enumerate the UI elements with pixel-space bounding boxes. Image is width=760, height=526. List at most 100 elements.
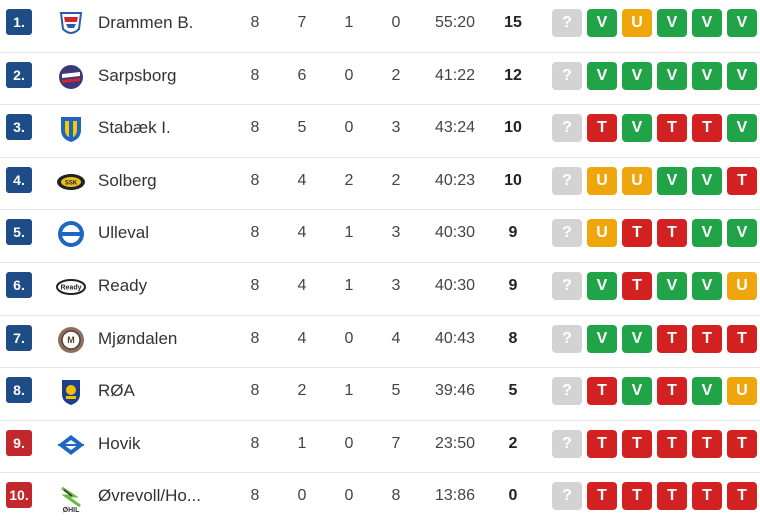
form-result-badge[interactable]: T: [587, 482, 617, 511]
played-count: 8: [250, 14, 260, 31]
form-result-badge[interactable]: T: [727, 324, 757, 353]
next-match-badge[interactable]: ?: [552, 114, 582, 143]
form-guide: ? U U V V T: [552, 166, 757, 195]
next-match-badge[interactable]: ?: [552, 429, 582, 458]
wins-count: 5: [297, 119, 307, 137]
next-match-badge[interactable]: ?: [552, 377, 582, 406]
logo-caption: ØHIL: [62, 507, 80, 515]
next-match-badge[interactable]: ?: [552, 166, 582, 195]
form-result-badge[interactable]: V: [622, 61, 652, 90]
form-result-badge[interactable]: U: [587, 166, 617, 195]
form-result-badge[interactable]: V: [622, 324, 652, 353]
team-name-link[interactable]: Ready: [98, 275, 148, 295]
form-result-badge[interactable]: T: [657, 482, 687, 511]
form-result-badge[interactable]: T: [622, 482, 652, 511]
team-name-link[interactable]: Sarpsborg: [98, 65, 177, 85]
form-result-badge[interactable]: T: [657, 114, 687, 143]
form-result-badge[interactable]: T: [587, 114, 617, 143]
form-result-badge[interactable]: V: [587, 271, 617, 300]
form-result-badge[interactable]: V: [727, 114, 757, 143]
form-result-badge[interactable]: T: [657, 429, 687, 458]
form-result-badge[interactable]: T: [692, 324, 722, 353]
form-result-badge[interactable]: T: [727, 166, 757, 195]
table-row[interactable]: 8. RØA 8 2 1 5 39:46 5? T V T V U: [0, 368, 760, 421]
next-match-badge[interactable]: ?: [552, 271, 582, 300]
table-row[interactable]: 7. M Mjøndalen 8 4 0 4 40:43 8? V V T T T: [0, 316, 760, 369]
form-result-badge[interactable]: V: [727, 9, 757, 37]
form-result-badge[interactable]: V: [657, 9, 687, 37]
goal-score: 40:43: [434, 329, 476, 347]
form-result-badge[interactable]: T: [692, 429, 722, 458]
form-result-badge[interactable]: V: [587, 61, 617, 90]
form-result-badge[interactable]: U: [622, 166, 652, 195]
form-result-badge[interactable]: V: [657, 271, 687, 300]
draws-count: 1: [344, 382, 354, 400]
next-match-badge[interactable]: ?: [552, 9, 582, 37]
team-name-link[interactable]: Solberg: [98, 170, 157, 190]
form-result-badge[interactable]: T: [657, 324, 687, 353]
form-result-badge[interactable]: V: [622, 114, 652, 143]
losses-count: 7: [391, 434, 401, 452]
form-result-badge[interactable]: T: [657, 377, 687, 406]
form-result-badge[interactable]: V: [657, 61, 687, 90]
goal-score: 43:24: [434, 119, 476, 137]
table-row[interactable]: 2. Sarpsborg 8 6 0 2 41:22 12? V V V V V: [0, 53, 760, 106]
table-row[interactable]: 3. Stabæk I. 8 5 0 3 43:24 10? T V T T V: [0, 105, 760, 158]
form-result-badge[interactable]: U: [587, 219, 617, 248]
rank-badge: 1.: [6, 9, 32, 35]
form-result-badge[interactable]: U: [727, 377, 757, 406]
team-name-link[interactable]: Hovik: [98, 433, 141, 453]
form-result-badge[interactable]: V: [692, 377, 722, 406]
team-name-link[interactable]: RØA: [98, 381, 135, 401]
form-result-badge[interactable]: T: [692, 482, 722, 511]
next-match-badge[interactable]: ?: [552, 219, 582, 248]
drammen-crest-icon: [56, 9, 86, 39]
form-result-badge[interactable]: V: [622, 377, 652, 406]
form-result-badge[interactable]: T: [622, 271, 652, 300]
form-result-badge[interactable]: U: [727, 271, 757, 300]
next-match-badge[interactable]: ?: [552, 482, 582, 511]
wins-count: 7: [297, 14, 307, 31]
goal-score: 41:22: [434, 66, 476, 84]
table-row[interactable]: 6. Ready Ready 8 4 1 3 40:30 9? V T V V U: [0, 263, 760, 316]
form-result-badge[interactable]: V: [692, 9, 722, 37]
team-name-link[interactable]: Øvrevoll/Ho...: [98, 486, 201, 506]
next-match-badge[interactable]: ?: [552, 61, 582, 90]
form-result-badge[interactable]: V: [692, 61, 722, 90]
table-row[interactable]: 1. Drammen B. 8 7 1 0 55:20 15? V U V V V: [0, 0, 760, 53]
team-name-link[interactable]: Mjøndalen: [98, 328, 178, 348]
draws-count: 0: [344, 119, 354, 137]
form-result-badge[interactable]: T: [727, 429, 757, 458]
form-result-badge[interactable]: V: [692, 271, 722, 300]
team-name-link[interactable]: Ulleval: [98, 223, 150, 243]
played-count: 8: [250, 382, 260, 400]
form-result-badge[interactable]: T: [692, 114, 722, 143]
form-result-badge[interactable]: T: [727, 482, 757, 511]
form-result-badge[interactable]: V: [692, 219, 722, 248]
form-result-badge[interactable]: V: [727, 219, 757, 248]
hovik-crest-icon: [56, 430, 86, 460]
table-row[interactable]: 4. SSK Solberg 8 4 2 2 40:23 10? U U V V T: [0, 158, 760, 211]
form-result-badge[interactable]: T: [587, 377, 617, 406]
form-result-badge[interactable]: V: [692, 166, 722, 195]
table-row[interactable]: 10. ØHIL Øvrevoll/Ho... 8 0 0 8 13:86 0? T T T T T: [0, 473, 760, 526]
table-row[interactable]: 5. Ulleval 8 4 1 3 40:30 9? U T T V V: [0, 210, 760, 263]
form-result-badge[interactable]: T: [657, 219, 687, 248]
form-result-badge[interactable]: V: [727, 61, 757, 90]
team-name-link[interactable]: Stabæk I.: [98, 118, 171, 138]
team-name-link[interactable]: Drammen B.: [98, 13, 194, 32]
next-match-badge[interactable]: ?: [552, 324, 582, 353]
wins-count: 4: [297, 224, 307, 242]
form-result-badge[interactable]: T: [622, 429, 652, 458]
losses-count: 3: [391, 276, 401, 294]
wins-count: 4: [297, 171, 307, 189]
form-result-badge[interactable]: U: [622, 9, 652, 37]
form-result-badge[interactable]: T: [587, 429, 617, 458]
form-result-badge[interactable]: T: [622, 219, 652, 248]
draws-count: 1: [344, 276, 354, 294]
points-total: 10: [504, 171, 522, 189]
table-row[interactable]: 9. Hovik 8 1 0 7 23:50 2? T T T T T: [0, 421, 760, 474]
form-result-badge[interactable]: V: [657, 166, 687, 195]
form-result-badge[interactable]: V: [587, 9, 617, 37]
form-result-badge[interactable]: V: [587, 324, 617, 353]
